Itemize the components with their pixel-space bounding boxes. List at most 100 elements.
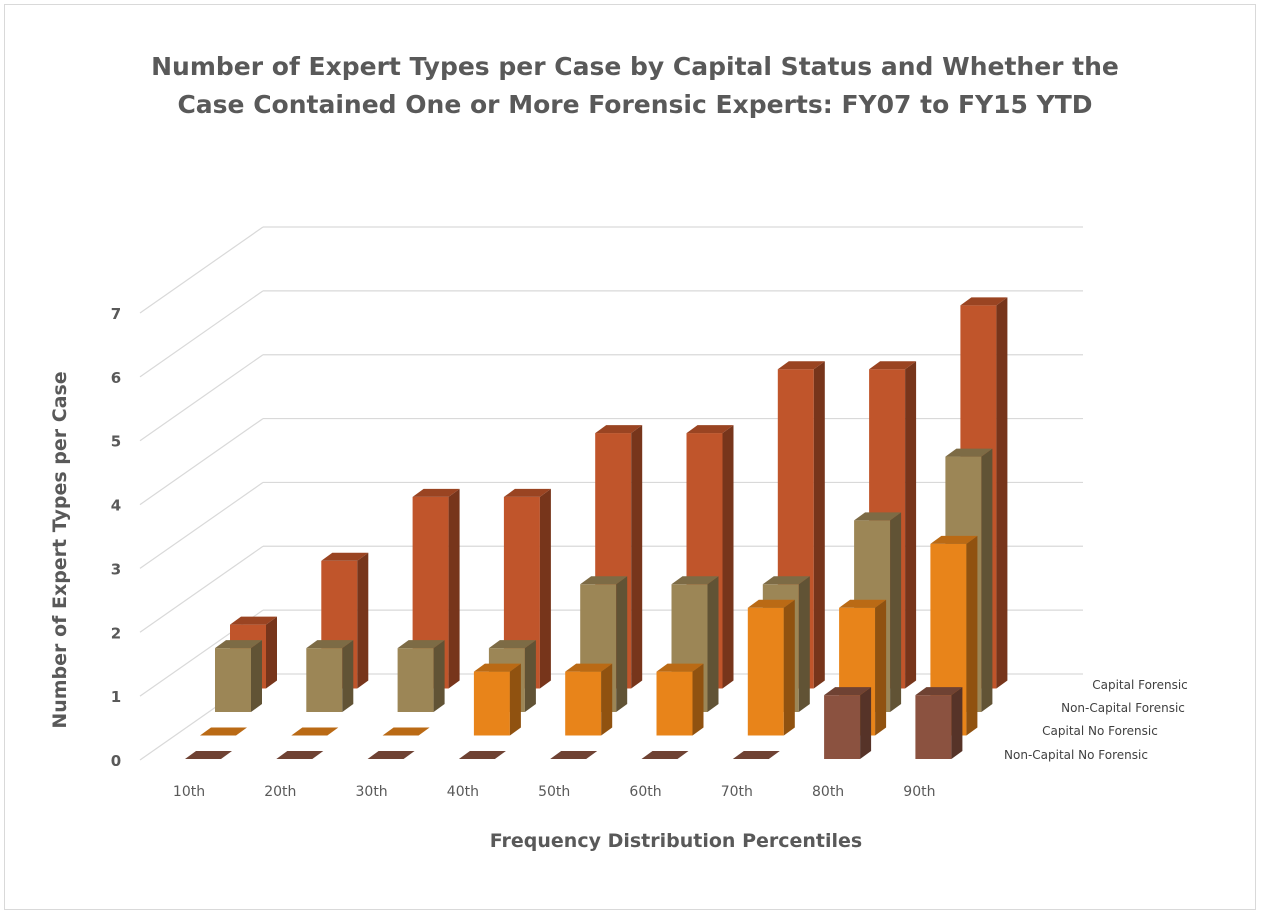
bar-side <box>251 640 262 712</box>
x-tick-label: 30th <box>356 784 388 800</box>
bar-top <box>473 663 521 672</box>
bar-top <box>915 687 963 696</box>
bar-side <box>539 488 551 689</box>
bar-front <box>656 671 693 736</box>
bar <box>215 640 262 712</box>
bar-top <box>854 512 902 521</box>
chart-title: Number of Expert Types per Case by Capit… <box>151 52 1119 119</box>
gridline-side <box>139 354 264 442</box>
bar-side <box>692 663 704 736</box>
bar-front <box>397 648 434 712</box>
bar-top <box>671 576 719 585</box>
bar <box>656 663 704 736</box>
bar <box>291 727 339 736</box>
y-tick-label: 4 <box>111 497 121 515</box>
bar-side <box>996 297 1008 689</box>
bar <box>185 751 232 759</box>
bar-top <box>382 727 430 736</box>
y-tick-label: 5 <box>111 433 121 451</box>
x-tick-label: 40th <box>447 784 479 800</box>
bar-top <box>503 488 551 497</box>
bar-top <box>656 663 704 672</box>
bar <box>367 751 415 759</box>
bar-side <box>524 640 536 712</box>
bar-side <box>616 576 628 712</box>
series-label: Capital Forensic <box>1092 678 1188 692</box>
bar-top <box>960 297 1008 306</box>
bar-front <box>565 671 602 736</box>
bar-side <box>783 599 795 736</box>
x-axis-ticks: 10th 20th 30th 40th 50th 60th 70th 80th 90th <box>173 784 936 800</box>
bar-side <box>707 576 719 712</box>
bar-side <box>433 640 445 712</box>
chart-frame <box>4 4 1256 910</box>
bar <box>915 687 963 759</box>
bar-side <box>342 640 354 712</box>
bar-top <box>565 663 613 672</box>
bar-top <box>580 576 628 585</box>
series-labels: Non-Capital No Forensic Capital No Forens… <box>1004 678 1188 762</box>
bar-top <box>215 640 262 649</box>
gridline-side <box>139 418 264 506</box>
bar-top <box>306 640 354 649</box>
y-axis-title: Number of Expert Types per Case <box>49 371 71 728</box>
gridline-side <box>139 290 264 378</box>
x-tick-label: 90th <box>903 784 935 800</box>
bar-top <box>641 751 689 759</box>
bar <box>641 751 689 759</box>
series-label: Capital No Forensic <box>1042 724 1158 738</box>
series-label: Non-Capital No Forensic <box>1004 748 1148 762</box>
bar-side <box>448 488 460 689</box>
y-tick-label: 7 <box>111 305 121 323</box>
x-tick-label: 20th <box>264 784 296 800</box>
bar <box>397 640 445 712</box>
bar-top <box>397 640 445 649</box>
bar-top <box>945 448 993 457</box>
chart-title-line-2: Case Contained One or More Forensic Expe… <box>177 90 1092 119</box>
bar-side <box>798 576 810 712</box>
bar-side <box>890 512 902 712</box>
bar-side <box>905 361 917 689</box>
y-axis-ticks: 0 1 2 3 4 5 6 7 <box>111 305 121 770</box>
bar-top <box>412 488 460 497</box>
bar-front <box>306 648 343 712</box>
y-tick-label: 3 <box>111 560 121 578</box>
y-tick-label: 6 <box>111 369 121 387</box>
bar-side <box>875 599 887 736</box>
bar-side <box>860 687 872 759</box>
bar <box>306 640 354 712</box>
bar <box>473 663 521 736</box>
bar-front <box>915 695 952 759</box>
chart-title-line-1: Number of Expert Types per Case by Capit… <box>151 52 1119 81</box>
bar-top <box>200 727 247 736</box>
bar-side <box>813 361 825 689</box>
bar-top <box>839 599 887 608</box>
bar-front <box>215 648 251 712</box>
bar-side <box>722 425 734 689</box>
bar-side <box>266 616 277 689</box>
bar-top <box>869 361 917 370</box>
bar-side <box>357 552 369 689</box>
bar-top <box>686 425 734 434</box>
bar <box>565 663 613 736</box>
bar-top <box>458 751 506 759</box>
bar-top <box>930 535 978 544</box>
bar-top <box>732 751 780 759</box>
x-tick-label: 10th <box>173 784 205 800</box>
x-tick-label: 70th <box>721 784 753 800</box>
bar-side <box>509 663 521 736</box>
bar-top <box>595 425 643 434</box>
bar <box>550 751 598 759</box>
bar-side <box>951 687 963 759</box>
bar <box>747 599 795 736</box>
x-tick-label: 50th <box>538 784 570 800</box>
gridline-side <box>139 481 264 569</box>
bar <box>200 727 247 736</box>
bars <box>185 297 1008 759</box>
x-axis-title: Frequency Distribution Percentiles <box>490 830 862 852</box>
bar-top <box>550 751 598 759</box>
bar-top <box>367 751 415 759</box>
y-tick-label: 2 <box>111 624 121 642</box>
bar <box>732 751 780 759</box>
